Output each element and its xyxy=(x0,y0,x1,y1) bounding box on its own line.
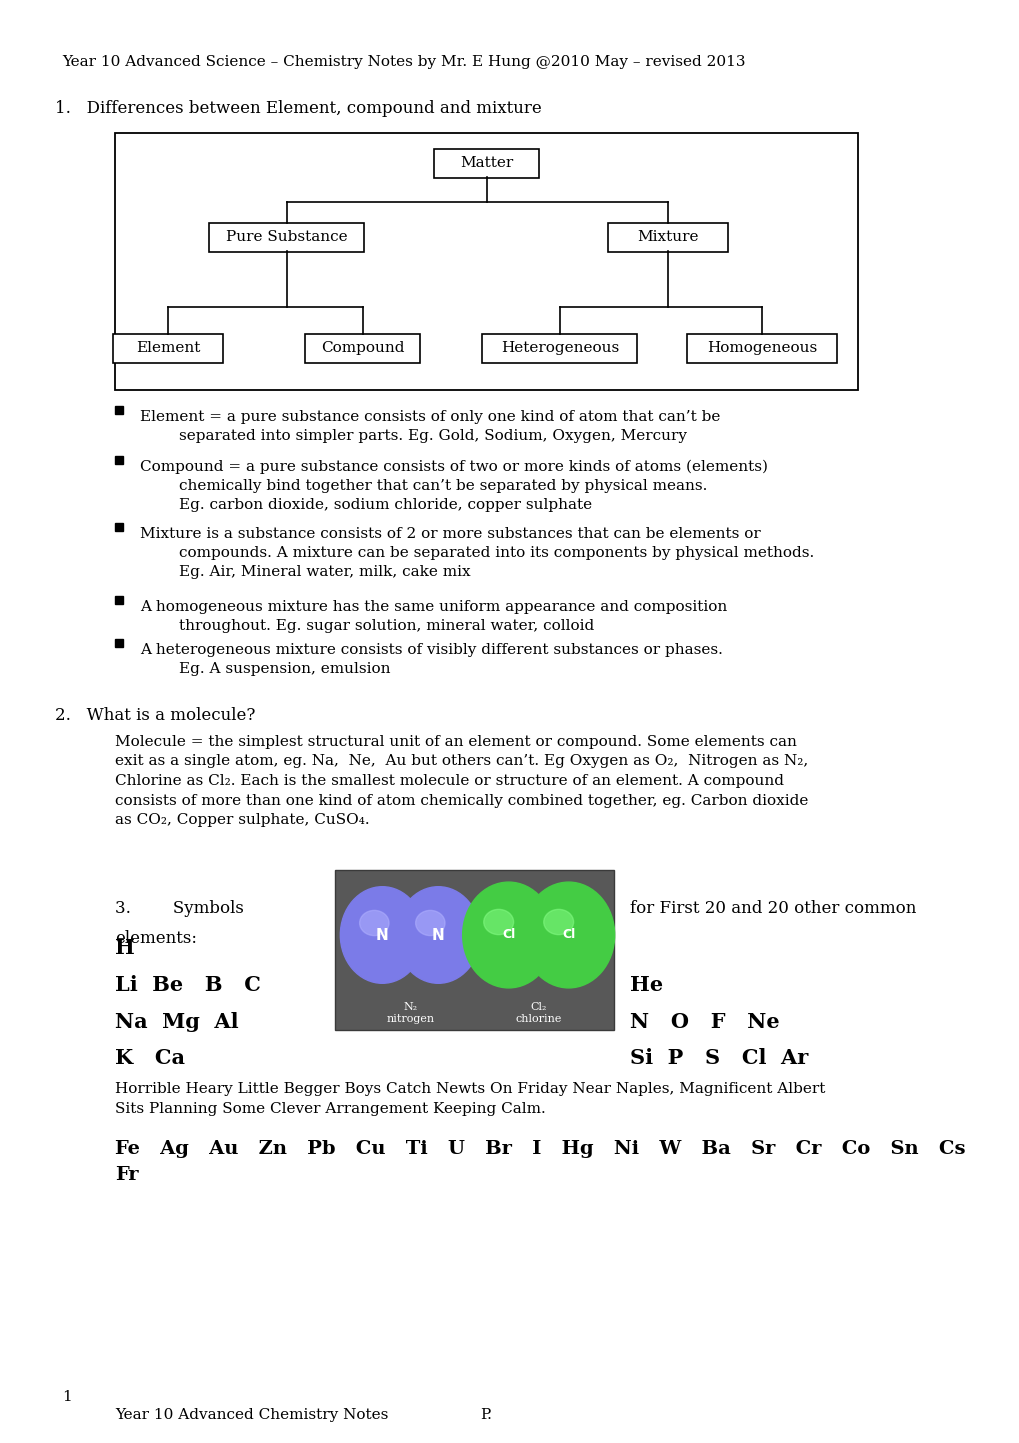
Ellipse shape xyxy=(415,911,444,935)
Text: 2.   What is a molecule?: 2. What is a molecule? xyxy=(55,707,255,724)
Ellipse shape xyxy=(522,882,614,988)
Text: He: He xyxy=(630,975,662,996)
Text: A homogeneous mixture has the same uniform appearance and composition
        th: A homogeneous mixture has the same unifo… xyxy=(140,600,727,633)
Bar xyxy=(115,456,123,465)
Text: 1.   Differences between Element, compound and mixture: 1. Differences between Element, compound… xyxy=(55,100,541,117)
Text: Cl₂
chlorine: Cl₂ chlorine xyxy=(515,1001,561,1023)
Bar xyxy=(607,222,728,251)
Text: N₂
nitrogen: N₂ nitrogen xyxy=(386,1001,434,1023)
Text: Fe   Ag   Au   Zn   Pb   Cu   Ti   U   Br   I   Hg   Ni   W   Ba   Sr   Cr   Co : Fe Ag Au Zn Pb Cu Ti U Br I Hg Ni W Ba S… xyxy=(115,1140,965,1185)
Text: Homogeneous: Homogeneous xyxy=(706,341,816,355)
Text: K   Ca: K Ca xyxy=(115,1048,184,1068)
Text: Na  Mg  Al: Na Mg Al xyxy=(115,1012,238,1032)
Text: 1: 1 xyxy=(62,1390,71,1404)
Text: P.: P. xyxy=(480,1408,491,1421)
Text: Matter: Matter xyxy=(460,156,514,170)
Text: Element: Element xyxy=(136,341,200,355)
Text: H: H xyxy=(115,938,135,958)
Ellipse shape xyxy=(463,882,554,988)
Text: Cl: Cl xyxy=(501,928,515,941)
Text: Mixture: Mixture xyxy=(637,229,698,244)
Bar xyxy=(482,333,637,362)
Ellipse shape xyxy=(483,909,514,935)
Bar xyxy=(434,149,539,177)
Text: A heterogeneous mixture consists of visibly different substances or phases.
    : A heterogeneous mixture consists of visi… xyxy=(140,644,722,675)
Text: Si  P   S   Cl  Ar: Si P S Cl Ar xyxy=(630,1048,807,1068)
Bar xyxy=(115,405,123,414)
Bar xyxy=(209,222,364,251)
Bar xyxy=(306,333,420,362)
Ellipse shape xyxy=(543,909,573,935)
Text: Molecule = the simplest structural unit of an element or compound. Some elements: Molecule = the simplest structural unit … xyxy=(115,734,808,827)
Text: elements:: elements: xyxy=(115,929,197,947)
Text: Li  Be   B   C: Li Be B C xyxy=(115,975,261,996)
Text: Compound: Compound xyxy=(321,341,405,355)
Text: Mixture is a substance consists of 2 or more substances that can be elements or
: Mixture is a substance consists of 2 or … xyxy=(140,527,813,579)
Text: Year 10 Advanced Chemistry Notes: Year 10 Advanced Chemistry Notes xyxy=(115,1408,388,1421)
Text: N: N xyxy=(376,928,388,942)
Text: N: N xyxy=(431,928,444,942)
Bar xyxy=(334,870,613,1030)
Text: Heterogeneous: Heterogeneous xyxy=(500,341,619,355)
Text: Horrible Heary Little Begger Boys Catch Newts On Friday Near Naples, Magnificent: Horrible Heary Little Begger Boys Catch … xyxy=(115,1082,824,1115)
Bar xyxy=(115,522,123,531)
Text: for First 20 and 20 other common: for First 20 and 20 other common xyxy=(630,900,915,916)
Bar xyxy=(115,639,123,646)
Bar xyxy=(687,333,837,362)
Ellipse shape xyxy=(340,886,424,983)
Ellipse shape xyxy=(396,886,480,983)
Text: 3.        Symbols: 3. Symbols xyxy=(115,900,244,916)
Text: Compound = a pure substance consists of two or more kinds of atoms (elements)
  : Compound = a pure substance consists of … xyxy=(140,460,767,512)
Text: Cl: Cl xyxy=(561,928,575,941)
Text: Pure Substance: Pure Substance xyxy=(226,229,347,244)
Bar xyxy=(113,333,223,362)
Text: N   O   F   Ne: N O F Ne xyxy=(630,1012,779,1032)
Text: Year 10 Advanced Science – Chemistry Notes by Mr. E Hung @2010 May – revised 201: Year 10 Advanced Science – Chemistry Not… xyxy=(62,55,745,69)
Ellipse shape xyxy=(360,911,388,935)
Bar xyxy=(115,133,857,390)
Text: Element = a pure substance consists of only one kind of atom that can’t be
     : Element = a pure substance consists of o… xyxy=(140,410,719,443)
Bar xyxy=(115,596,123,605)
